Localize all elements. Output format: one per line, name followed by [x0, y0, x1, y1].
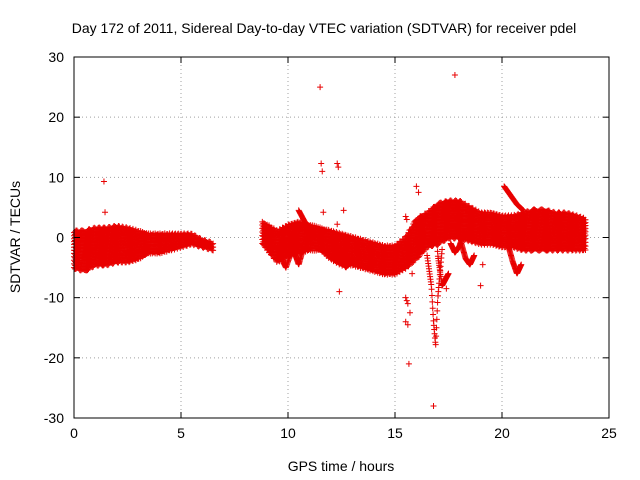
arc-point	[434, 307, 441, 314]
arc-point	[430, 311, 437, 318]
arc-point	[429, 305, 436, 312]
chart-title: Day 172 of 2011, Sidereal Day-to-day VTE…	[72, 20, 576, 36]
data-points	[71, 72, 589, 409]
arc-point	[428, 286, 435, 293]
arc-point	[434, 299, 441, 306]
band-point	[209, 241, 216, 248]
arc-point	[433, 316, 440, 323]
band-point	[210, 240, 217, 247]
arc-point	[429, 298, 436, 305]
